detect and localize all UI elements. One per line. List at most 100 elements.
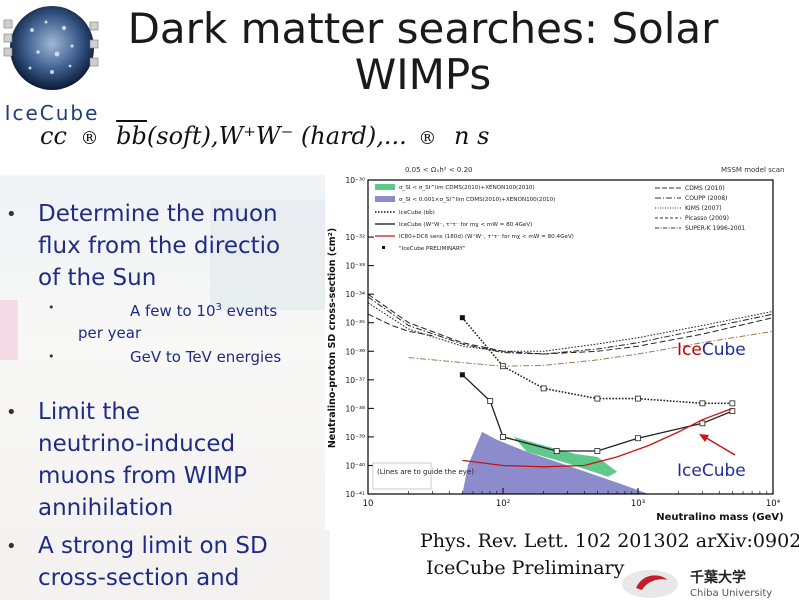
x-tick-label: 10² <box>496 499 510 509</box>
x-tick-label: 10 <box>363 499 374 509</box>
chiba-university-logo: 千葉大学 Chiba University <box>622 569 772 599</box>
y-tick-label: 10⁻³⁴ <box>345 290 365 299</box>
y-tick-label: 10⁻³⁶ <box>345 347 365 356</box>
title-line-1: Dark matter searches: Solar <box>127 4 719 53</box>
sub-bullet-1-exp: 3 <box>215 302 222 313</box>
formula-bb: bb <box>116 122 147 150</box>
formula-cc: cc <box>40 122 67 150</box>
sub-bullet-1-line-2: per year <box>78 324 142 342</box>
series-marker-1 <box>500 434 506 440</box>
icecube-arrow-line <box>702 435 736 456</box>
bullet-2-line-1: Limit the <box>38 399 141 425</box>
y-tick-label: 10⁻³⁹ <box>345 433 365 442</box>
series-marker-0 <box>699 400 706 407</box>
sub-bullet-1: A few to 103 events per year <box>78 297 277 344</box>
series-marker-0 <box>635 395 641 402</box>
logo-text: IceCube <box>5 101 100 124</box>
bullet-dot: • <box>6 402 17 423</box>
chiba-logo-ellipse <box>622 570 678 598</box>
formula-ww: W⁺W⁻ <box>218 122 294 150</box>
formula-hard: (hard),... <box>300 122 407 150</box>
decay-formula: cc ® bb(soft),W⁺W⁻ (hard),... ® n s <box>40 122 489 150</box>
annotation-box <box>372 462 432 490</box>
chiba-logo-swoosh <box>636 575 668 590</box>
cross-section-plot: 10 10² 10³ 10⁴ 10⁻³⁰ 10⁻³² 10⁻³³ 10⁻³⁴ 10⁻³⁵ 10⁻³… <box>325 158 799 530</box>
bullet-1-line-1: Determine the muon <box>38 201 278 227</box>
series-line-7 <box>408 330 774 367</box>
reference: Phys. Rev. Lett. 102 201302 arXiv:0902 I… <box>420 528 799 582</box>
y-axis-label: Neutralino-proton SD cross-section (cm²) <box>327 228 338 448</box>
reference-line-1: Phys. Rev. Lett. 102 201302 arXiv:0902 <box>420 530 799 552</box>
y-tick-label: 10⁻³⁸ <box>345 404 365 413</box>
x-tick-label: 10⁴ <box>766 499 781 509</box>
icecube-label-upper: IceCube <box>677 340 746 360</box>
preliminary-point <box>459 315 465 321</box>
preliminary-point <box>459 372 465 378</box>
series-marker-1 <box>487 398 494 404</box>
series-line-2 <box>462 407 733 468</box>
sub-bullet-1-text: A few to 10 <box>130 302 216 320</box>
legend-right-3: Picasso (2009) <box>685 215 729 222</box>
plot-top-right-label: MSSM model scan <box>721 166 784 174</box>
series-line-5 <box>367 302 774 352</box>
y-tick-label: 10⁻³⁷ <box>345 376 365 385</box>
legend-right-0: CDMS (2010) <box>685 185 725 192</box>
sub-bullet-dot: • <box>48 350 55 363</box>
y-tick-label: 10⁻⁴¹ <box>345 490 365 499</box>
y-tick-label: 10⁻³³ <box>345 262 365 271</box>
background-photo-edge <box>0 300 18 360</box>
series-line-4 <box>367 296 774 355</box>
series-line-6 <box>367 313 433 337</box>
legend-swatch-prelim <box>382 246 385 249</box>
series-marker-1 <box>635 435 641 442</box>
legend-swatch-blue <box>375 196 395 202</box>
y-tick-label: 10⁻³⁰ <box>345 176 365 185</box>
legend-left-1: σ_SI < 0.001×σ_SI^lim CDMS(2010)+XENON10… <box>399 197 555 203</box>
title-line-2: WIMPs <box>354 50 492 99</box>
bullet-2-line-2: neutrino-induced <box>38 431 236 457</box>
legend-swatch-green <box>375 184 395 190</box>
background-photo-detail <box>210 200 330 310</box>
legend-right-1: COUPP (2008) <box>685 195 727 202</box>
legend-right-2: KIMS (2007) <box>685 205 722 212</box>
plot-top-left-label: 0.05 < Ωₓh² < 0.20 <box>405 166 473 174</box>
bullet-2: Limit the neutrino-induced muons from WI… <box>38 396 247 524</box>
icecube-logo: IceCube <box>3 6 100 124</box>
series-marker-0 <box>594 395 601 402</box>
y-tick-label: 10⁻⁴⁰ <box>345 461 365 470</box>
bullet-3-line-1: A strong limit on SD <box>38 533 268 559</box>
legend-left-4: IC80+DC6 sens (180d) (W⁺W⁻, τ⁺τ⁻ for mχ … <box>399 233 574 240</box>
x-axis-label: Neutralino mass (GeV) <box>656 512 783 523</box>
bullet-1: Determine the muon flux from the directi… <box>38 198 280 294</box>
legend-right: CDMS (2010) COUPP (2008) KIMS (2007) Pic… <box>655 185 745 232</box>
formula-soft: (soft), <box>146 122 219 150</box>
legend-left-2: IceCube (bb̄) <box>399 209 435 216</box>
slide-title: Dark matter searches: Solar WIMPs <box>118 6 728 98</box>
bullet-dot: • <box>6 536 17 557</box>
legend-left-0: σ_SI < σ_SI^lim CDMS(2010)+XENON100(2010… <box>399 185 535 191</box>
sub-bullet-dot: • <box>48 301 55 314</box>
series-marker-1 <box>594 448 601 454</box>
formula-arrow-2: ® <box>418 128 437 149</box>
chiba-jp: 千葉大学 <box>690 569 746 586</box>
chiba-en: Chiba University <box>690 588 772 599</box>
mssm-blue-region <box>462 431 649 494</box>
annotation-text: (Lines are to guide the eye) <box>377 468 474 476</box>
bullet-1-line-3: of the Sun <box>38 265 157 291</box>
legend-right-4: SUPER-K 1996-2001 <box>685 225 745 232</box>
legend-left-5: "IceCube PRELIMINARY" <box>399 246 466 252</box>
bullet-1-line-2: flux from the directio <box>38 233 281 259</box>
x-tick-label: 10³ <box>631 499 645 509</box>
bullet-3: A strong limit on SD cross-section and <box>38 530 268 594</box>
bullet-3-line-2: cross-section and <box>38 565 240 591</box>
y-tick-label: 10⁻³² <box>345 233 365 242</box>
series-marker-1 <box>553 448 560 454</box>
legend-left-3: IceCube (W⁺W⁻, τ⁺τ⁻ for mχ < mW = 80.4Ge… <box>399 221 532 228</box>
series-marker-0 <box>729 400 736 407</box>
series-marker-1 <box>699 420 706 427</box>
bullet-2-line-3: muons from WIMP <box>38 463 247 489</box>
icecube-label-lower: IceCube <box>677 461 746 481</box>
y-tick-label: 10⁻³⁵ <box>345 319 365 328</box>
reference-line-2: IceCube Preliminary <box>426 557 625 579</box>
formula-nu: n s <box>454 122 490 150</box>
